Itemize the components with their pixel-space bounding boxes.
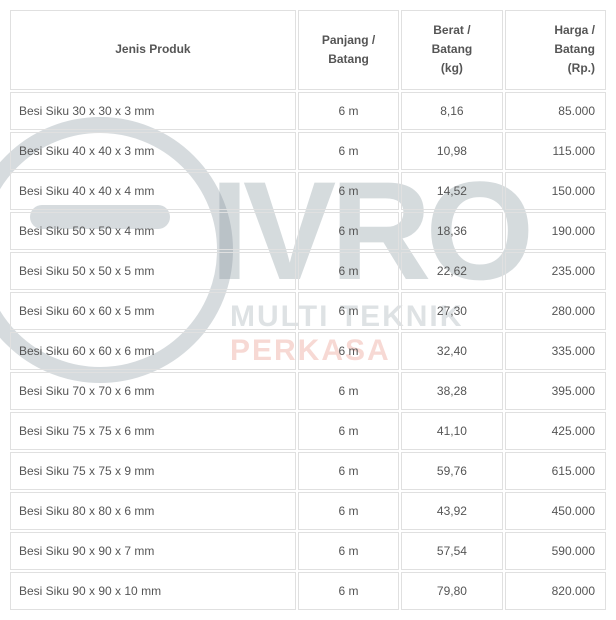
- cell-berat: 57,54: [401, 532, 502, 570]
- cell-jenis: Besi Siku 30 x 30 x 3 mm: [10, 92, 296, 130]
- cell-harga: 85.000: [505, 92, 606, 130]
- cell-panjang: 6 m: [298, 332, 399, 370]
- cell-harga: 115.000: [505, 132, 606, 170]
- cell-berat: 38,28: [401, 372, 502, 410]
- table-header: Jenis ProdukPanjang /BatangBerat /Batang…: [10, 10, 606, 90]
- col-header-harga: Harga /Batang(Rp.): [505, 10, 606, 90]
- table-row: Besi Siku 75 x 75 x 6 mm6 m41,10425.000: [10, 412, 606, 450]
- product-table: Jenis ProdukPanjang /BatangBerat /Batang…: [8, 8, 608, 612]
- cell-panjang: 6 m: [298, 172, 399, 210]
- col-header-jenis: Jenis Produk: [10, 10, 296, 90]
- cell-berat: 32,40: [401, 332, 502, 370]
- cell-harga: 590.000: [505, 532, 606, 570]
- table-header-row: Jenis ProdukPanjang /BatangBerat /Batang…: [10, 10, 606, 90]
- cell-harga: 150.000: [505, 172, 606, 210]
- cell-panjang: 6 m: [298, 132, 399, 170]
- table-row: Besi Siku 60 x 60 x 6 mm6 m32,40335.000: [10, 332, 606, 370]
- cell-harga: 335.000: [505, 332, 606, 370]
- table-row: Besi Siku 30 x 30 x 3 mm6 m8,1685.000: [10, 92, 606, 130]
- cell-panjang: 6 m: [298, 492, 399, 530]
- cell-jenis: Besi Siku 40 x 40 x 4 mm: [10, 172, 296, 210]
- cell-harga: 280.000: [505, 292, 606, 330]
- cell-panjang: 6 m: [298, 252, 399, 290]
- cell-harga: 425.000: [505, 412, 606, 450]
- cell-berat: 14,52: [401, 172, 502, 210]
- table-row: Besi Siku 90 x 90 x 10 mm6 m79,80820.000: [10, 572, 606, 610]
- cell-jenis: Besi Siku 75 x 75 x 6 mm: [10, 412, 296, 450]
- cell-panjang: 6 m: [298, 452, 399, 490]
- cell-berat: 43,92: [401, 492, 502, 530]
- col-header-berat: Berat /Batang(kg): [401, 10, 502, 90]
- cell-harga: 450.000: [505, 492, 606, 530]
- cell-harga: 615.000: [505, 452, 606, 490]
- cell-jenis: Besi Siku 60 x 60 x 6 mm: [10, 332, 296, 370]
- table-row: Besi Siku 40 x 40 x 4 mm6 m14,52150.000: [10, 172, 606, 210]
- cell-berat: 59,76: [401, 452, 502, 490]
- cell-harga: 395.000: [505, 372, 606, 410]
- cell-panjang: 6 m: [298, 572, 399, 610]
- cell-jenis: Besi Siku 60 x 60 x 5 mm: [10, 292, 296, 330]
- cell-harga: 820.000: [505, 572, 606, 610]
- cell-berat: 41,10: [401, 412, 502, 450]
- table-row: Besi Siku 90 x 90 x 7 mm6 m57,54590.000: [10, 532, 606, 570]
- table-row: Besi Siku 70 x 70 x 6 mm6 m38,28395.000: [10, 372, 606, 410]
- cell-berat: 10,98: [401, 132, 502, 170]
- cell-berat: 8,16: [401, 92, 502, 130]
- cell-harga: 190.000: [505, 212, 606, 250]
- table-row: Besi Siku 75 x 75 x 9 mm6 m59,76615.000: [10, 452, 606, 490]
- cell-jenis: Besi Siku 40 x 40 x 3 mm: [10, 132, 296, 170]
- cell-harga: 235.000: [505, 252, 606, 290]
- cell-panjang: 6 m: [298, 372, 399, 410]
- cell-jenis: Besi Siku 70 x 70 x 6 mm: [10, 372, 296, 410]
- table-row: Besi Siku 60 x 60 x 5 mm6 m27,30280.000: [10, 292, 606, 330]
- cell-berat: 18,36: [401, 212, 502, 250]
- table-body: Besi Siku 30 x 30 x 3 mm6 m8,1685.000Bes…: [10, 92, 606, 610]
- cell-jenis: Besi Siku 50 x 50 x 5 mm: [10, 252, 296, 290]
- cell-jenis: Besi Siku 80 x 80 x 6 mm: [10, 492, 296, 530]
- cell-berat: 79,80: [401, 572, 502, 610]
- cell-jenis: Besi Siku 75 x 75 x 9 mm: [10, 452, 296, 490]
- cell-panjang: 6 m: [298, 212, 399, 250]
- cell-panjang: 6 m: [298, 412, 399, 450]
- cell-berat: 27,30: [401, 292, 502, 330]
- table-row: Besi Siku 50 x 50 x 5 mm6 m22,62235.000: [10, 252, 606, 290]
- table-row: Besi Siku 80 x 80 x 6 mm6 m43,92450.000: [10, 492, 606, 530]
- cell-jenis: Besi Siku 50 x 50 x 4 mm: [10, 212, 296, 250]
- cell-panjang: 6 m: [298, 532, 399, 570]
- col-header-panjang: Panjang /Batang: [298, 10, 399, 90]
- cell-jenis: Besi Siku 90 x 90 x 10 mm: [10, 572, 296, 610]
- cell-panjang: 6 m: [298, 292, 399, 330]
- table-row: Besi Siku 40 x 40 x 3 mm6 m10,98115.000: [10, 132, 606, 170]
- cell-jenis: Besi Siku 90 x 90 x 7 mm: [10, 532, 296, 570]
- table-row: Besi Siku 50 x 50 x 4 mm6 m18,36190.000: [10, 212, 606, 250]
- cell-panjang: 6 m: [298, 92, 399, 130]
- cell-berat: 22,62: [401, 252, 502, 290]
